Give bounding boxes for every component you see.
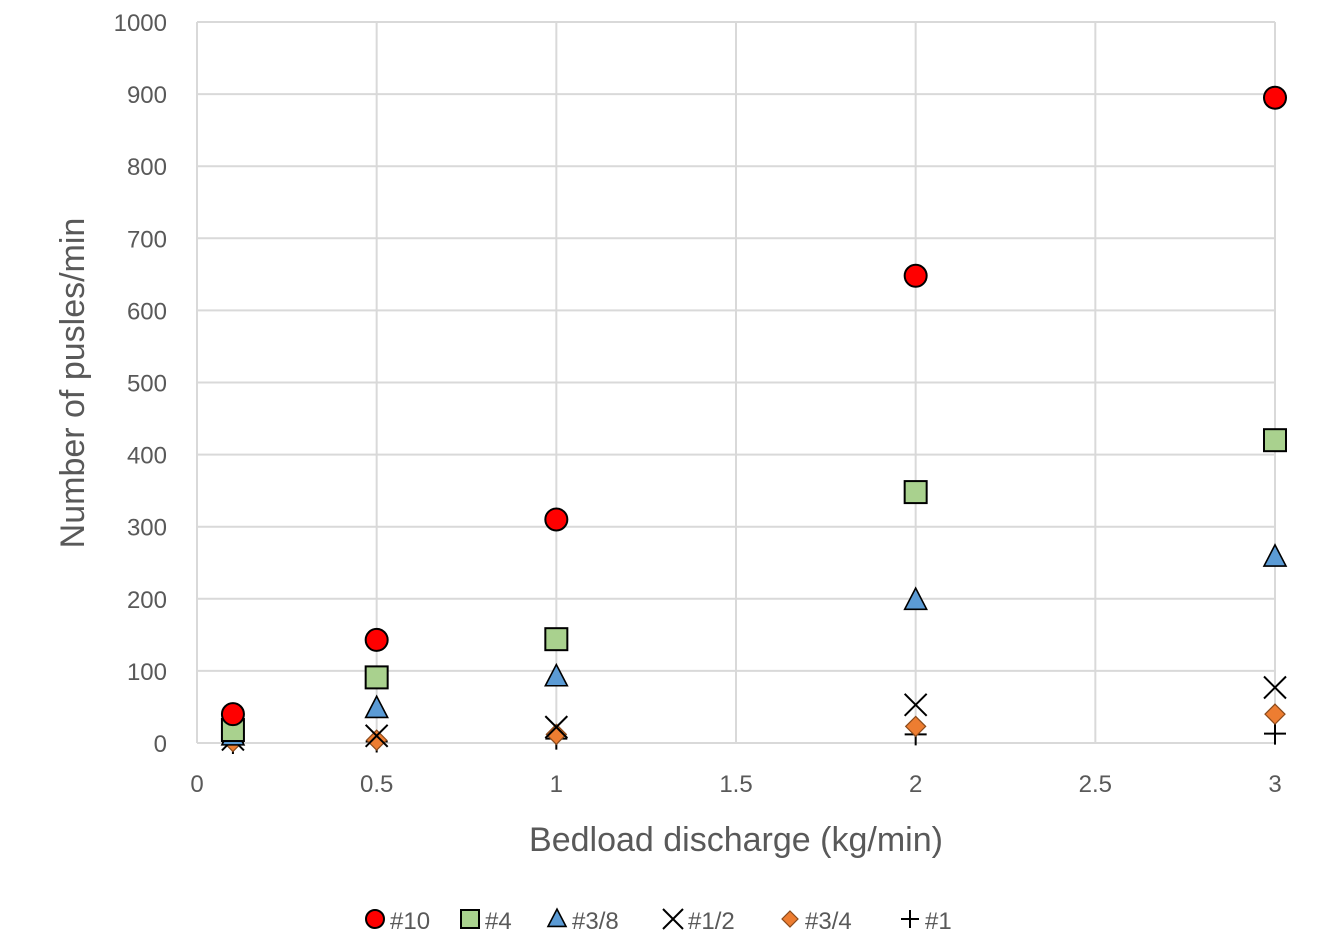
x-tick-label: 1.5	[719, 771, 752, 798]
legend-marker	[901, 910, 919, 928]
data-point	[364, 694, 389, 719]
legend-item: #1	[901, 908, 952, 935]
legend-marker	[460, 909, 480, 929]
y-tick-label: 200	[127, 587, 167, 614]
legend-label: #4	[485, 908, 512, 935]
y-tick-label: 300	[127, 515, 167, 542]
y-tick-labels: 0 100 200 300 400 500 600 700 800 900 1000	[114, 10, 167, 758]
data-point	[903, 693, 928, 717]
y-tick-label: 500	[127, 371, 167, 398]
legend-marker	[781, 910, 799, 928]
data-point	[904, 715, 927, 738]
data-point	[364, 627, 389, 652]
data-point	[364, 665, 389, 690]
data-point	[544, 715, 569, 739]
y-tick-label: 0	[154, 731, 167, 758]
x-axis-label: Bedload discharge (kg/min)	[529, 821, 943, 859]
legend: #10 #4 #3/8 #1/2 #3/4 #1	[365, 907, 952, 935]
data-point	[1264, 703, 1286, 726]
legend-label: #10	[390, 908, 430, 935]
y-tick-label: 600	[127, 298, 167, 325]
data-point	[364, 724, 389, 748]
y-axis-label: Number of pusles/min	[54, 218, 92, 549]
data-point	[544, 507, 569, 532]
y-tick-label: 1000	[114, 10, 167, 37]
y-tick-label: 800	[127, 154, 167, 181]
x-tick-label: 0	[190, 771, 203, 798]
legend-marker	[365, 909, 385, 929]
legend-item: #10	[365, 908, 430, 935]
data-point	[1263, 85, 1287, 110]
data-point	[1263, 675, 1287, 700]
legend-item: #4	[460, 908, 512, 935]
legend-marker	[546, 907, 568, 928]
data-point	[365, 729, 388, 751]
data-point	[903, 263, 928, 288]
gridlines	[196, 21, 1276, 744]
legend-label: #3/8	[572, 908, 619, 935]
data-point	[903, 480, 928, 505]
legend-item: #1/2	[662, 908, 735, 935]
data-point	[1262, 543, 1288, 567]
y-tick-label: 100	[127, 659, 167, 686]
y-tick-label: 900	[127, 82, 167, 109]
data-points	[220, 85, 1288, 754]
legend-item: #3/8	[546, 907, 619, 935]
legend-marker	[662, 908, 684, 930]
data-point	[544, 662, 569, 687]
legend-label: #1/2	[688, 908, 735, 935]
legend-item: #3/4	[781, 908, 852, 935]
x-tick-label: 2	[909, 771, 922, 798]
data-point	[1263, 428, 1287, 453]
series--1-2	[221, 675, 1287, 752]
series--10	[220, 85, 1287, 727]
data-point	[903, 586, 928, 611]
data-point	[1264, 722, 1286, 745]
legend-label: #1	[925, 908, 952, 935]
data-point	[544, 627, 569, 652]
y-tick-label: 400	[127, 443, 167, 470]
y-tick-label: 700	[127, 226, 167, 253]
x-tick-labels: 0 0.5 1 1.5 2 2.5 3	[190, 771, 1281, 798]
x-tick-label: 3	[1268, 771, 1281, 798]
x-tick-label: 1	[550, 771, 563, 798]
data-point	[220, 702, 245, 727]
data-point	[545, 723, 568, 746]
series--4	[220, 428, 1287, 743]
legend-label: #3/4	[805, 908, 852, 935]
x-tick-label: 2.5	[1079, 771, 1112, 798]
x-tick-label: 0.5	[360, 771, 393, 798]
